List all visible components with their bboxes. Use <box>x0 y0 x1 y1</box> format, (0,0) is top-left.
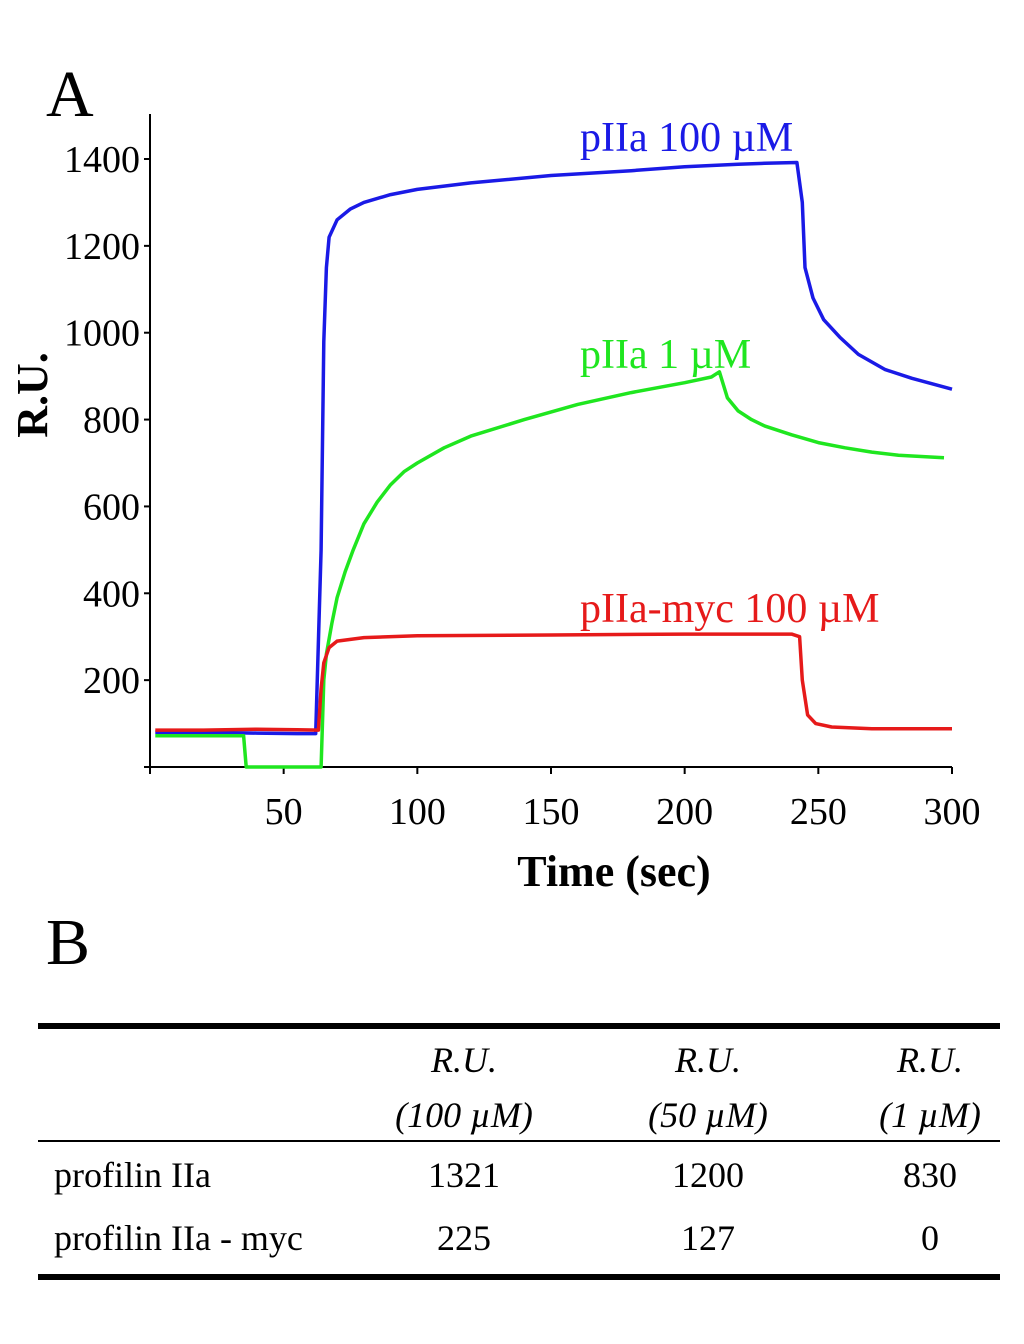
x-tick-label: 250 <box>790 791 847 833</box>
y-axis-title: R.U. <box>8 352 57 438</box>
chart-axes: 200 400 600 800 1000 1200 1400 50 100 150 200 250 30… <box>8 114 981 896</box>
header-100um-line2: (100 µM) <box>395 1095 533 1135</box>
y-tick-label: 1400 <box>64 139 140 181</box>
series-label: pIIa 1 µM <box>580 332 751 378</box>
x-tick-label: 50 <box>265 791 303 833</box>
cell-profilin-iia-myc-50um: 127 <box>681 1218 735 1258</box>
y-tick-label: 200 <box>83 660 140 702</box>
header-50um-line2: (50 µM) <box>648 1095 768 1135</box>
x-axis-title: Time (sec) <box>517 847 710 896</box>
cell-profilin-iia-myc-100um: 225 <box>437 1218 491 1258</box>
cell-profilin-iia-50um: 1200 <box>672 1155 744 1195</box>
series-line <box>155 370 945 769</box>
y-tick-label: 400 <box>83 573 140 615</box>
y-tick-label: 1200 <box>64 226 140 268</box>
header-50um-line1: R.U. <box>675 1040 741 1080</box>
header-1um-line2: (1 µM) <box>879 1095 981 1135</box>
table-header-rule <box>38 1140 1000 1142</box>
panel-b-label: B <box>46 906 91 979</box>
series-label: pIIa 100 µM <box>580 115 793 161</box>
table-bottom-rule <box>38 1274 1000 1280</box>
sensorgram-chart: 200 400 600 800 1000 1200 1400 50 100 150 200 250 30… <box>8 114 981 896</box>
chart-labels: pIIa 100 µM pIIa 1 µM pIIa-myc 100 µM <box>580 115 879 632</box>
row-label-profilin-iia-myc: profilin IIa - myc <box>54 1218 303 1258</box>
series-label: pIIa-myc 100 µM <box>580 586 879 632</box>
series-line <box>155 632 952 732</box>
header-1um-line1: R.U. <box>897 1040 963 1080</box>
table-top-rule <box>38 1023 1000 1029</box>
x-tick-label: 150 <box>523 791 580 833</box>
x-tick-label: 300 <box>924 791 981 833</box>
y-tick-label: 1000 <box>64 313 140 355</box>
row-label-profilin-iia: profilin IIa <box>54 1155 211 1195</box>
cell-profilin-iia-100um: 1321 <box>428 1155 500 1195</box>
cell-profilin-iia-myc-1um: 0 <box>921 1218 939 1258</box>
x-tick-label: 100 <box>389 791 446 833</box>
y-tick-label: 800 <box>83 400 140 442</box>
panel-a-label: A <box>46 58 94 131</box>
chart-series-group <box>155 160 953 769</box>
cell-profilin-iia-1um: 830 <box>903 1155 957 1195</box>
series-line <box>155 160 953 736</box>
header-100um-line1: R.U. <box>431 1040 497 1080</box>
x-tick-label: 200 <box>656 791 713 833</box>
y-tick-label: 600 <box>83 486 140 528</box>
